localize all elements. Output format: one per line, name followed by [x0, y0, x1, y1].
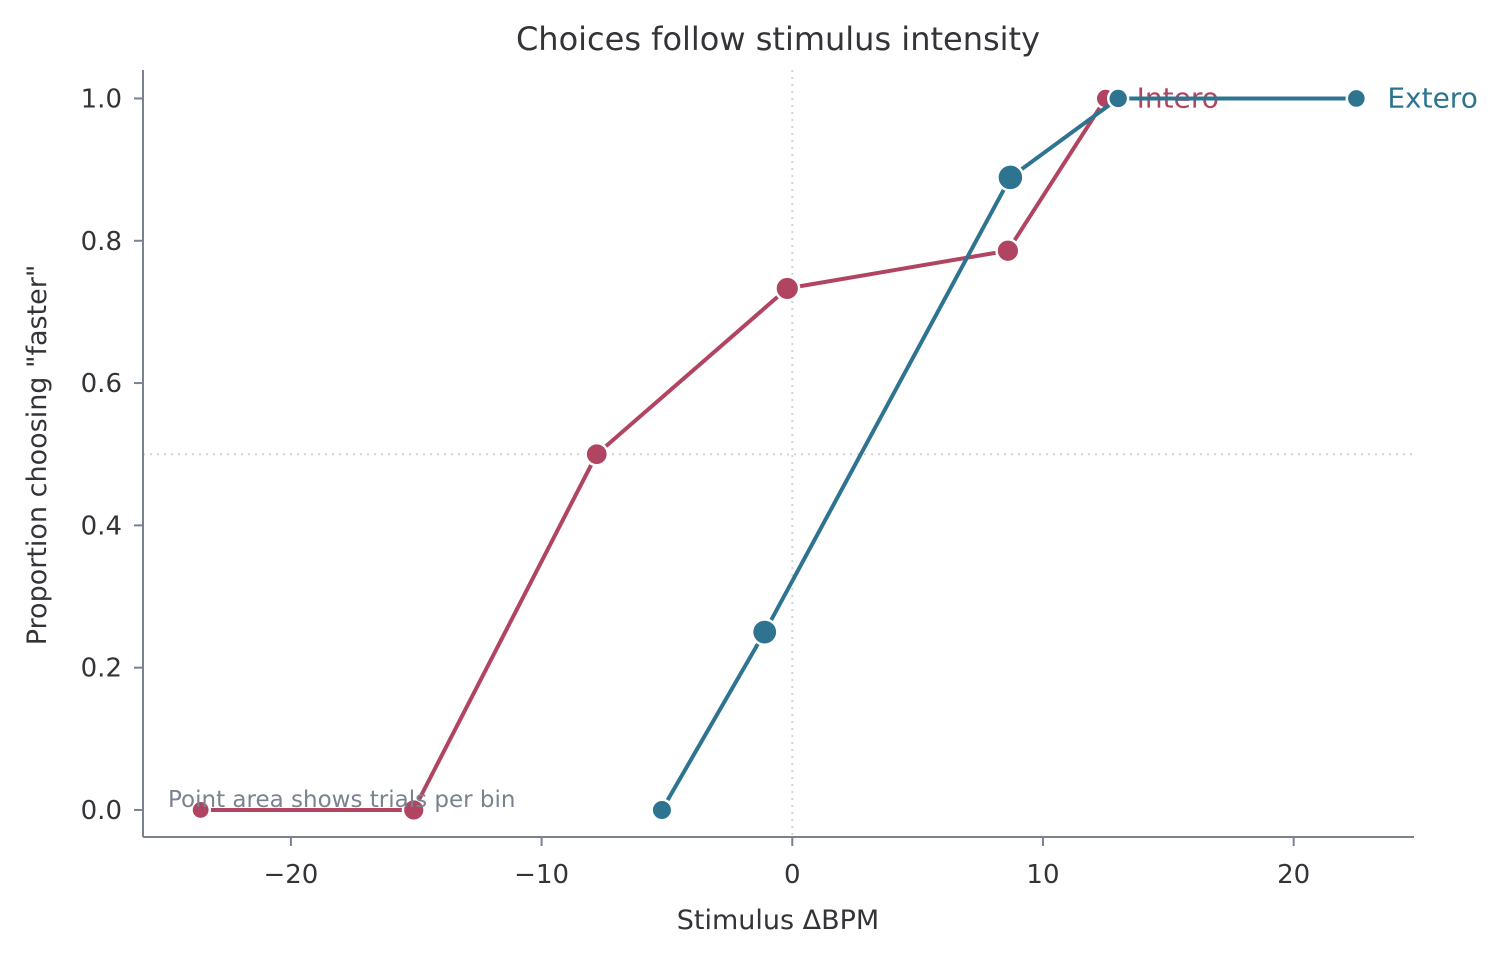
data-point-extero	[750, 618, 779, 646]
data-point-intero	[190, 799, 212, 821]
y-tick-label: 0.6	[81, 369, 122, 399]
data-point-extero	[1345, 87, 1368, 110]
data-point-intero	[774, 275, 801, 302]
x-axis-label: Stimulus ΔBPM	[677, 905, 879, 936]
chart-title: Choices follow stimulus intensity	[516, 20, 1040, 58]
axes	[142, 70, 1414, 838]
data-point-intero	[584, 441, 610, 467]
y-tick-label: 0.2	[81, 654, 122, 684]
y-axis-ticks: 0.0 0.2 0.4 0.6 0.8 1.0	[81, 84, 143, 826]
data-point-extero	[1107, 87, 1130, 110]
y-tick-label: 0.4	[81, 511, 122, 541]
series-intero: Intero	[190, 81, 1219, 823]
x-tick-label: 0	[784, 860, 801, 890]
data-point-extero	[650, 798, 674, 822]
series-group: Intero Extero	[190, 81, 1478, 823]
data-point-extero	[996, 163, 1025, 192]
y-tick-label: 1.0	[81, 84, 122, 114]
x-tick-label: 10	[1026, 860, 1059, 890]
series-extero: Extero	[650, 81, 1478, 822]
x-tick-label: −10	[514, 860, 569, 890]
y-axis-label: Proportion choosing "faster"	[22, 265, 53, 646]
data-point-intero	[401, 797, 426, 823]
y-tick-label: 0.8	[81, 227, 122, 257]
x-axis-ticks: −20 −10 0 10 20	[263, 837, 1310, 890]
series-line-intero	[198, 96, 1108, 812]
y-tick-label: 0.0	[81, 796, 122, 826]
data-point-intero	[995, 238, 1021, 264]
series-label-extero: Extero	[1387, 81, 1478, 114]
point-size-annotation: Point area shows trials per bin	[168, 787, 515, 813]
reference-lines	[143, 70, 1414, 837]
x-tick-label: 20	[1277, 860, 1310, 890]
x-tick-label: −20	[263, 860, 318, 890]
